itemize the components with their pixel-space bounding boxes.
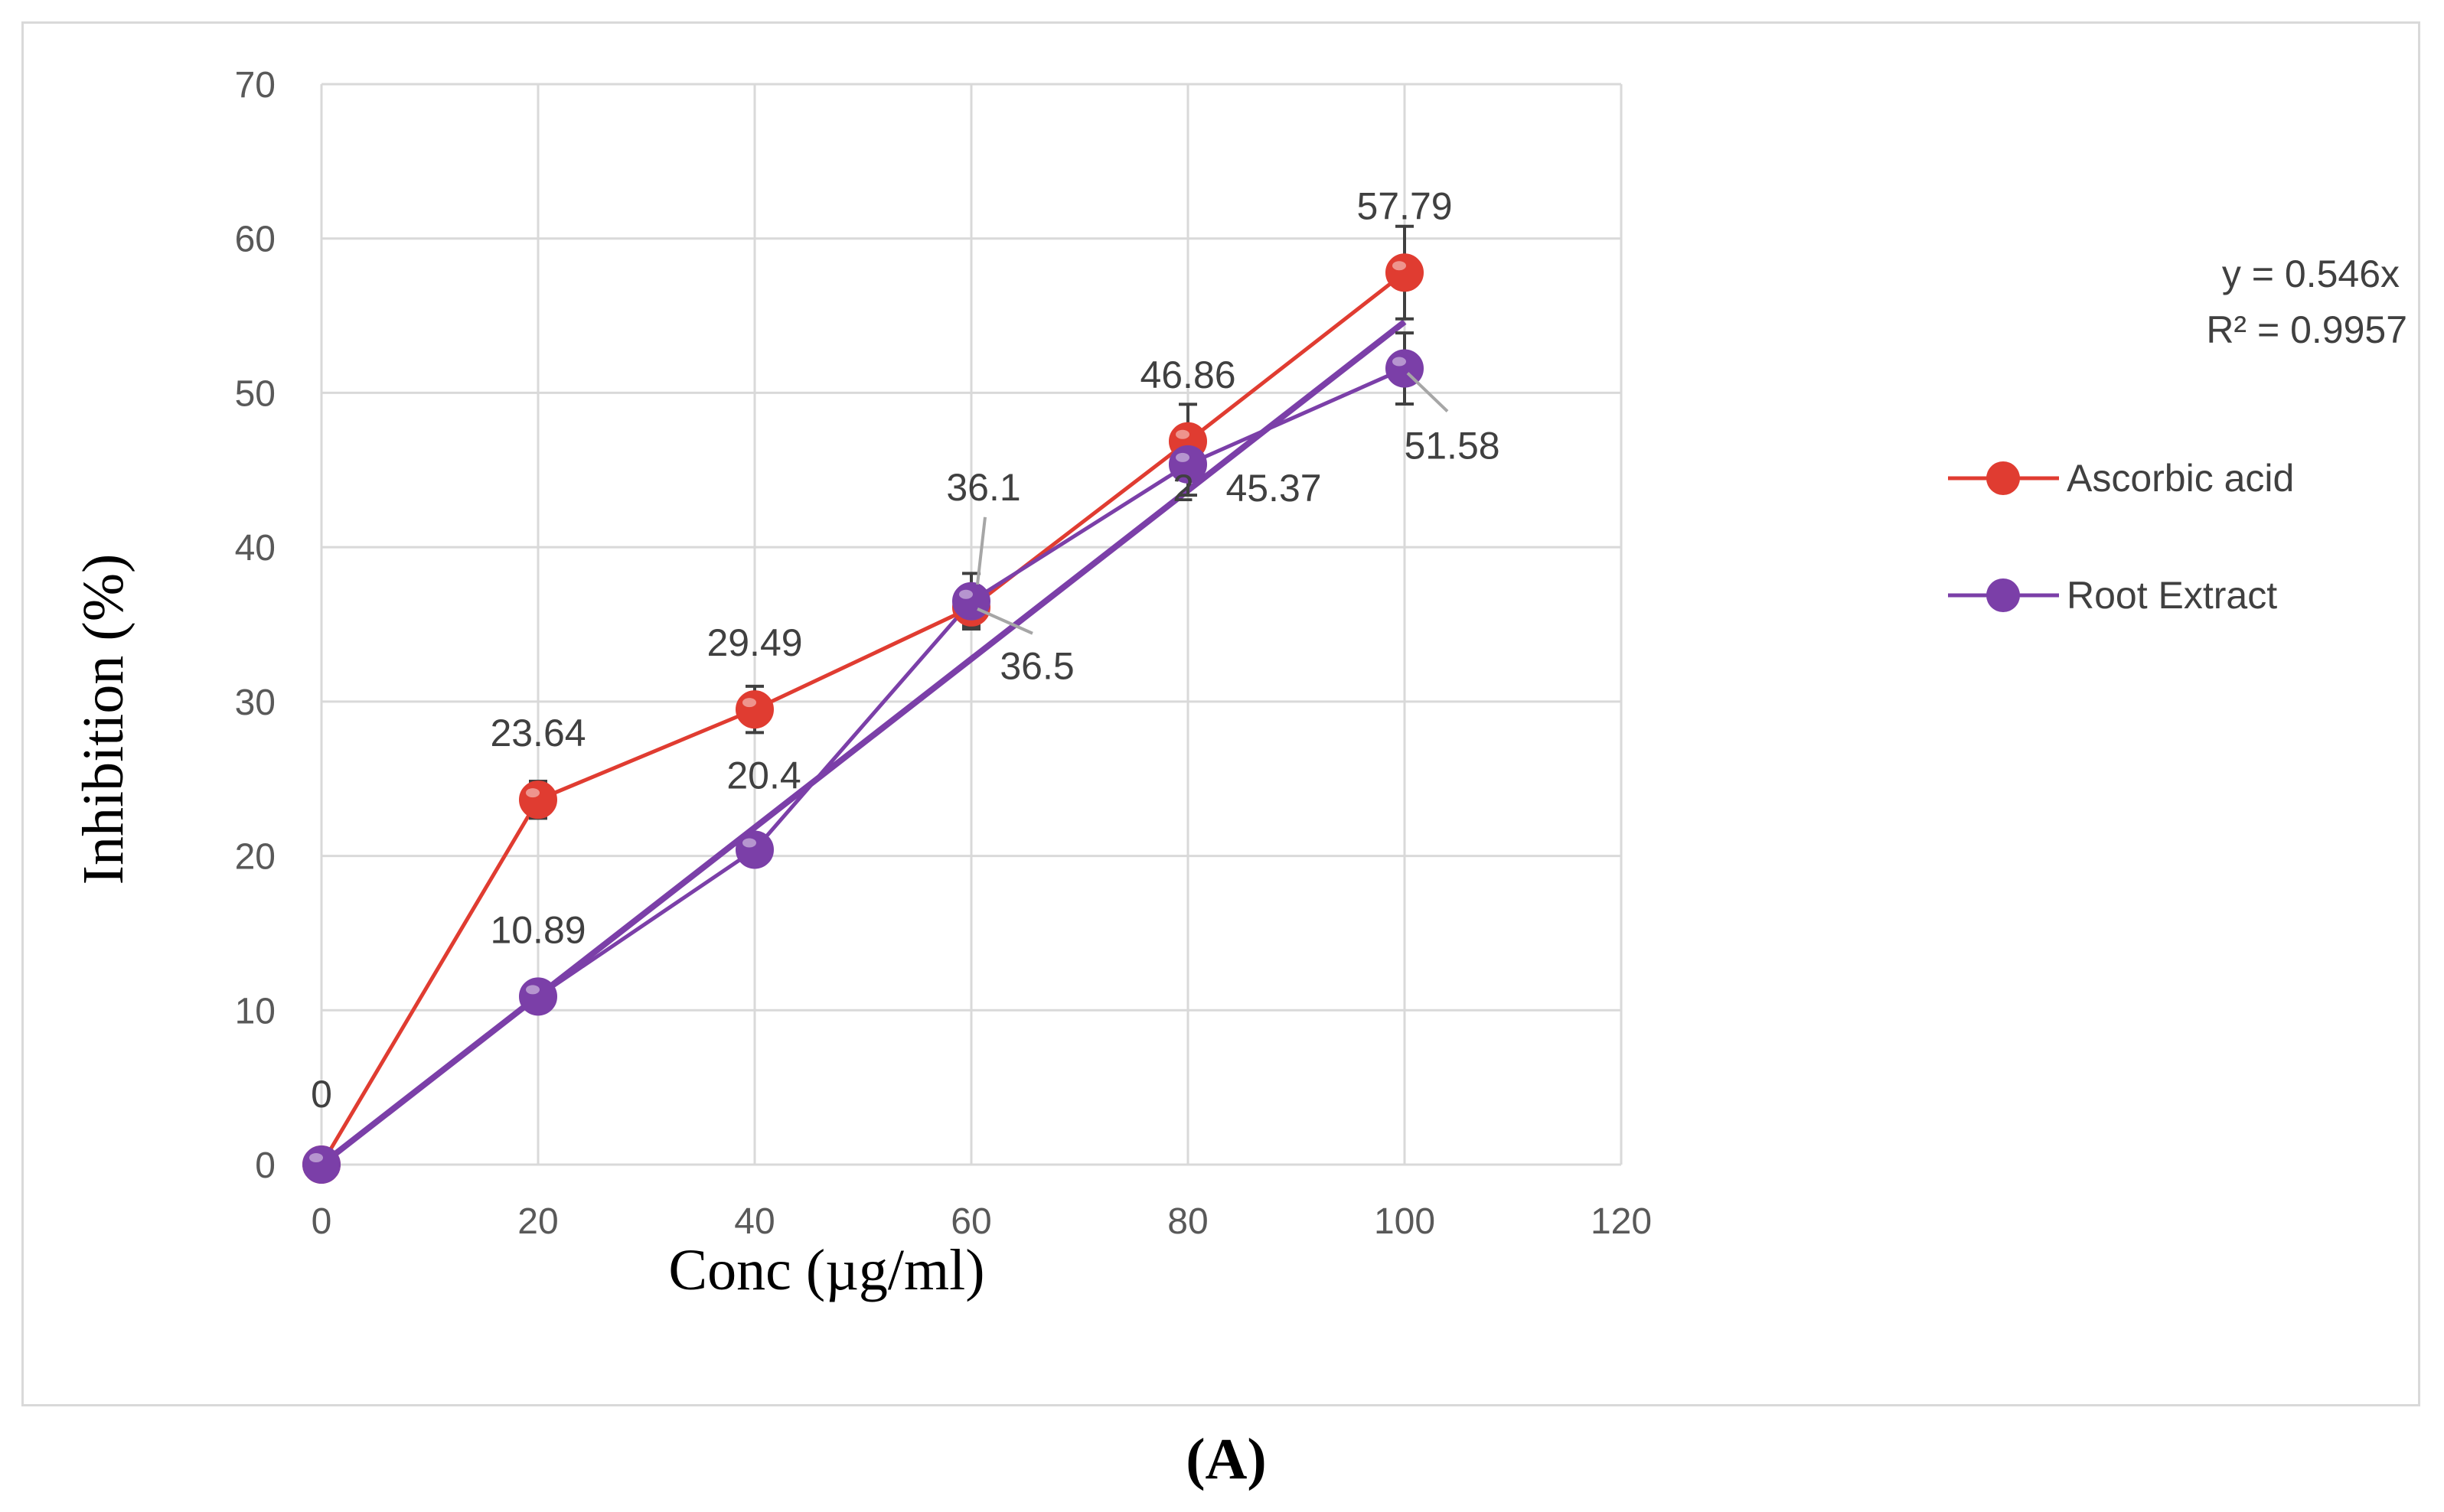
y-axis-title: Inhibition (%) [71, 554, 135, 885]
marker-root-extract [302, 1145, 341, 1184]
y-tick-label: 0 [255, 1145, 276, 1186]
x-tick-label: 20 [517, 1201, 558, 1242]
leader-line [976, 516, 987, 585]
marker-root-extract [736, 830, 774, 869]
marker-highlight [742, 838, 756, 848]
series-line-root-extract [320, 367, 1406, 1166]
y-tick-label: 10 [235, 991, 276, 1031]
marker-ascorbic-acid [519, 780, 557, 820]
x-tick-label: 100 [1374, 1201, 1435, 1242]
marker-highlight [742, 698, 756, 708]
figure-caption: (A) [1186, 1427, 1267, 1491]
y-tick-label: 60 [235, 220, 276, 260]
x-tick-label: 120 [1591, 1201, 1652, 1242]
x-tick-label: 0 [312, 1201, 332, 1242]
legend-marker-root-extract [1986, 578, 2020, 612]
data-label-extra: 2 [1173, 467, 1194, 510]
marker-highlight [1392, 357, 1406, 367]
data-label-ascorbic-acid: 46.86 [1140, 354, 1235, 396]
legend-marker-ascorbic-acid [1986, 461, 2020, 495]
trendline-equation: y = 0.546x [2222, 253, 2400, 295]
x-axis-title: Conc (µg/ml) [668, 1238, 984, 1302]
marker-highlight [526, 985, 540, 995]
data-label-root-extract: 10.89 [490, 908, 586, 951]
y-tick-label: 40 [235, 528, 276, 569]
marker-root-extract [952, 582, 990, 621]
x-tick-label: 60 [951, 1201, 991, 1242]
data-label-ascorbic-acid: 0 [311, 1073, 332, 1116]
marker-highlight [1176, 429, 1189, 439]
series-layer [302, 224, 1424, 1184]
marker-ascorbic-acid [736, 690, 774, 729]
leader-line [1406, 372, 1449, 412]
x-tick-label: 40 [734, 1201, 775, 1242]
data-label-root-extract: 51.58 [1404, 425, 1499, 468]
data-label-root-extract: 45.37 [1225, 467, 1321, 510]
trendline-r2: R² = 0.9957 [2206, 308, 2407, 351]
legend: Ascorbic acid Root Extract [1948, 457, 2294, 617]
marker-highlight [1176, 452, 1189, 462]
y-tick-label: 70 [235, 65, 276, 106]
y-tick-label: 30 [235, 683, 276, 723]
marker-highlight [309, 1153, 323, 1162]
x-tick-label: 80 [1167, 1201, 1208, 1242]
marker-root-extract [1169, 445, 1207, 484]
legend-label-root-extract: Root Extract [2067, 574, 2277, 617]
data-label-ascorbic-acid: 57.79 [1356, 184, 1452, 227]
leader-line [977, 607, 1033, 635]
y-tick-label: 50 [235, 373, 276, 414]
data-label-ascorbic-acid: 23.64 [490, 712, 586, 754]
data-label-ascorbic-acid: 29.49 [706, 621, 802, 664]
marker-highlight [526, 788, 540, 798]
legend-label-ascorbic-acid: Ascorbic acid [2067, 457, 2294, 500]
data-labels: 0 23.64 29.49 36.1 46.86 57.79 10.89 20.4 36.5 45… [311, 184, 1499, 1116]
data-label-root-extract: 36.5 [1000, 645, 1074, 688]
data-label-ascorbic-acid: 36.1 [946, 466, 1020, 509]
marker-highlight [1392, 261, 1406, 271]
y-tick-label: 20 [235, 837, 276, 878]
marker-root-extract [519, 977, 557, 1016]
marker-ascorbic-acid [1385, 253, 1424, 292]
chart-frame [21, 21, 2420, 1406]
data-label-root-extract: 20.4 [726, 754, 801, 797]
marker-highlight [959, 589, 973, 599]
series-line-ascorbic-acid [319, 271, 1406, 1166]
